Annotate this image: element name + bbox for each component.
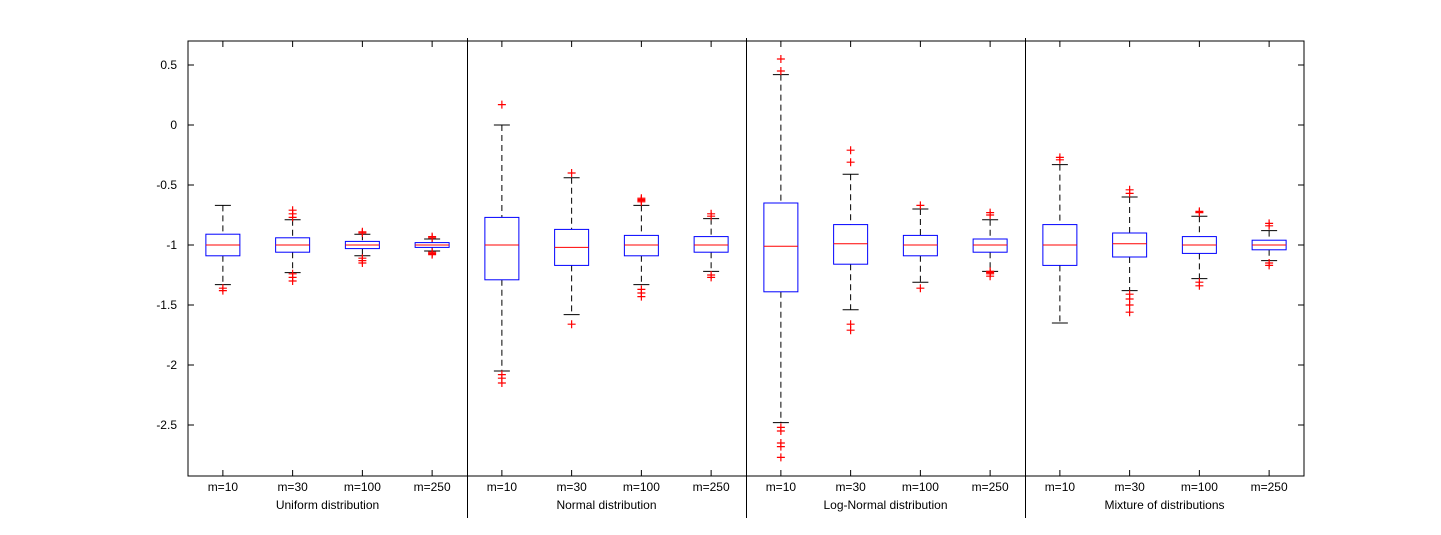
x-category-label: m=250: [1251, 480, 1288, 494]
x-category-label: m=30: [835, 480, 866, 494]
y-axis: 0.5 0 -0.5 -1 -1.5 -2 -2.5: [156, 58, 1304, 432]
outlier-marker: [776, 55, 785, 63]
outlier-marker: [986, 211, 995, 219]
y-tick-label: 0: [170, 118, 177, 132]
outlier-marker: [707, 212, 716, 221]
group-label: Mixture of distributions: [1104, 498, 1224, 512]
x-category-label: m=10: [208, 480, 239, 494]
box-0-3: [414, 41, 450, 476]
box-2-2: [902, 41, 938, 476]
outlier-marker: [1125, 301, 1134, 309]
outlier-marker: [1265, 261, 1274, 270]
box-1-0: [484, 41, 520, 476]
group-separators: [467, 38, 1026, 518]
y-tick-label: -1: [166, 238, 177, 252]
outlier-marker: [428, 233, 437, 242]
group-label: Normal distribution: [556, 498, 656, 512]
outlier-marker: [218, 286, 227, 295]
outlier-marker: [428, 250, 437, 259]
outlier-marker: [916, 284, 925, 293]
outlier-marker: [358, 229, 367, 237]
group-label: Uniform distribution: [276, 498, 379, 512]
y-tick-label: -2.5: [156, 418, 177, 432]
box-3-2: [1181, 41, 1217, 476]
boxes-layer: [205, 41, 1287, 476]
outlier-marker: [567, 320, 576, 329]
iqr-box: [972, 238, 1008, 253]
outlier-marker: [776, 427, 785, 435]
outlier-marker: [1125, 189, 1134, 198]
outlier-marker: [707, 273, 716, 282]
x-category-label: m=100: [344, 480, 381, 494]
iqr-box: [833, 224, 869, 265]
outlier-marker: [1195, 281, 1204, 290]
outlier-marker: [637, 197, 646, 206]
outlier-marker: [1265, 221, 1274, 230]
outlier-marker: [776, 67, 785, 75]
x-category-label: m=10: [766, 480, 797, 494]
box-1-2: [623, 41, 659, 476]
outlier-marker: [986, 272, 995, 281]
y-tick-label: -2: [166, 358, 177, 372]
outlier-marker: [1195, 208, 1204, 217]
iqr-box: [623, 234, 659, 257]
x-category-label: m=30: [277, 480, 308, 494]
x-category-label: m=100: [1181, 480, 1218, 494]
outlier-marker: [776, 442, 785, 451]
outlier-marker: [846, 146, 855, 155]
x-category-label: m=30: [556, 480, 587, 494]
x-category-label: m=10: [1045, 480, 1076, 494]
x-category-label: m=250: [414, 480, 451, 494]
outlier-marker: [916, 201, 925, 210]
iqr-box: [902, 234, 938, 257]
box-3-1: [1112, 41, 1148, 476]
x-axis-labels: m=10 m=30 m=100 m=250 Uniform distribution m=…: [208, 480, 1288, 512]
y-tick-label: -0.5: [156, 178, 177, 192]
iqr-box: [484, 216, 520, 281]
y-tick-label: 0.5: [160, 58, 177, 72]
group-label: Log-Normal distribution: [823, 498, 947, 512]
outlier-marker: [846, 158, 855, 167]
x-category-label: m=30: [1114, 480, 1145, 494]
box-2-3: [972, 41, 1008, 476]
x-category-label: m=250: [972, 480, 1009, 494]
outlier-marker: [776, 453, 785, 462]
y-tick-label: -1.5: [156, 298, 177, 312]
x-category-label: m=250: [693, 480, 730, 494]
box-1-3: [693, 41, 729, 476]
x-category-label: m=100: [902, 480, 939, 494]
iqr-box: [1112, 232, 1148, 258]
outlier-marker: [497, 100, 506, 109]
outlier-marker: [1125, 308, 1134, 317]
iqr-box: [763, 202, 799, 293]
box-3-0: [1042, 41, 1078, 476]
box-1-1: [554, 41, 590, 476]
outlier-marker: [497, 379, 506, 387]
x-category-label: m=10: [487, 480, 518, 494]
box-0-1: [275, 41, 311, 476]
outlier-marker: [288, 213, 297, 222]
box-0-0: [205, 41, 241, 476]
box-3-3: [1251, 41, 1287, 476]
outlier-marker: [358, 259, 367, 267]
outlier-marker: [637, 292, 646, 301]
box-2-0: [763, 41, 799, 476]
outlier-marker: [288, 277, 297, 285]
iqr-box: [693, 236, 729, 253]
box-0-2: [344, 41, 380, 476]
box-2-1: [833, 41, 869, 476]
outlier-marker: [846, 326, 855, 335]
outlier-marker: [567, 169, 576, 177]
x-category-label: m=100: [623, 480, 660, 494]
outlier-marker: [1055, 155, 1064, 164]
